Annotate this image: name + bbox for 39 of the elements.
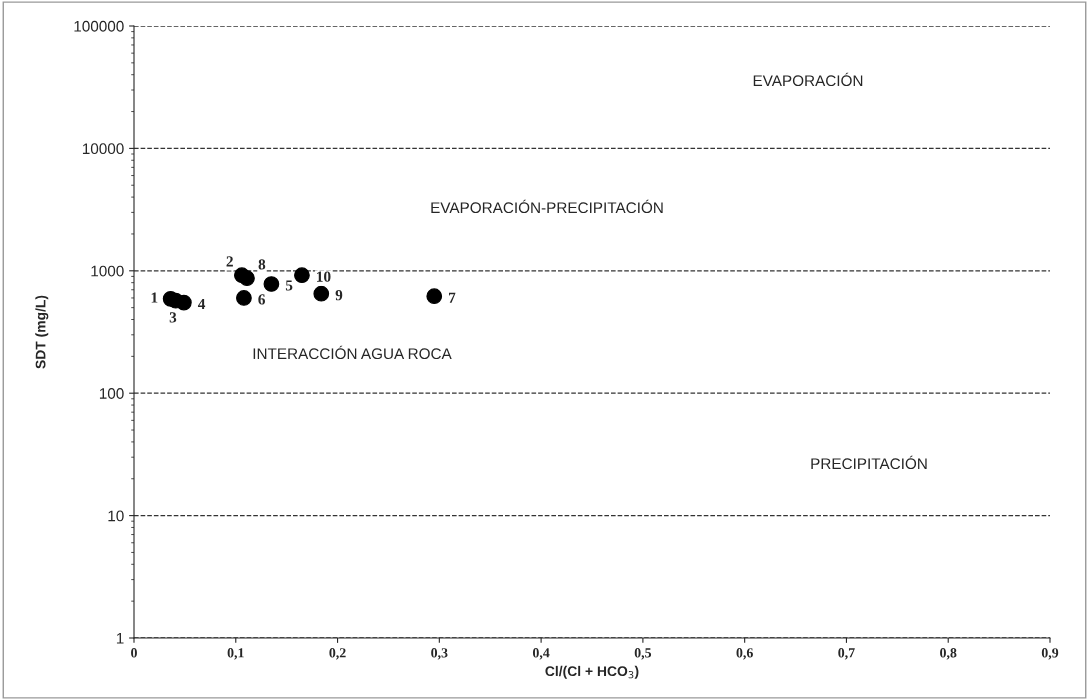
x-tick-label: 0,1 [227,648,244,660]
annotation: INTERACCIÓN AGUA ROCA [253,345,452,360]
y-axis-title: SDT (mg/L) [35,295,49,369]
y-tick-label: 100000 [74,20,124,32]
annotation: EVAPORACIÓN [753,72,863,87]
annotation: PRECIPITACIÓN [811,455,927,470]
x-tick-label: 0 [131,648,137,658]
point [263,276,280,292]
point [239,270,255,287]
x-tick-label: 0,9 [1041,648,1059,660]
x-tick-label: 0,3 [431,648,448,660]
x-tick-label: 0,7 [838,648,855,660]
y-tick-label: 10000 [82,143,124,155]
annotation: 2 [226,256,233,267]
annotation: 6 [258,294,265,305]
annotation: 1 [151,292,158,303]
x-tick-label: 0,2 [329,648,346,660]
x-tick-label: 0,8 [940,648,957,660]
x-axis-title: Cl/(Cl + HCO$_{3}$) [545,665,639,679]
y-tick-label: 10 [108,510,124,522]
x-tick-label: 0,5 [634,648,652,660]
y-tick-label: 1 [116,633,124,644]
y-tick-label: 1000 [91,265,124,277]
point [426,288,443,305]
annotation: 4 [197,298,206,310]
annotation: 9 [335,290,343,301]
annotation: EVAPORACIÓN-PRECIPITACIÓN [431,199,663,214]
point [176,294,192,311]
point [294,267,310,284]
annotation: 5 [285,280,293,291]
point [313,285,330,302]
annotation: 7 [449,292,456,303]
x-tick-label: 0,4 [532,648,550,660]
annotation: 10 [317,271,331,282]
annotation: 3 [169,312,177,323]
x-tick-label: 0,6 [736,648,753,660]
annotation: 8 [258,259,266,270]
y-tick-label: 100 [99,388,124,399]
point [236,290,252,306]
